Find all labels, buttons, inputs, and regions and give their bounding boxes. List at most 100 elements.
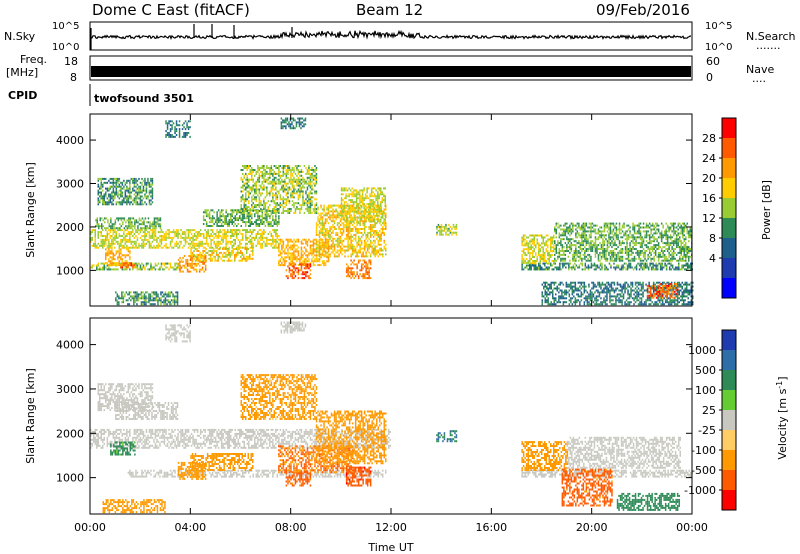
x-tick-label: 12:00 bbox=[375, 521, 407, 534]
velocity-panel: 00:00 04:00 08:00 12:00 16:00 20:00 00:00 1000 2… bbox=[24, 317, 708, 554]
data-band bbox=[436, 430, 458, 443]
nave-tick-bottom: 0 bbox=[706, 71, 713, 84]
colorbar-swatch bbox=[722, 350, 736, 371]
colorbar-swatch bbox=[722, 178, 736, 199]
data-band bbox=[285, 263, 312, 280]
data-band bbox=[521, 262, 693, 271]
nave-tick-top: 60 bbox=[706, 55, 720, 68]
colorbar-swatch bbox=[722, 118, 736, 139]
colorbar-tick-label: 4 bbox=[709, 252, 716, 265]
nsearch-label: N.Search bbox=[746, 30, 796, 43]
data-band bbox=[120, 262, 136, 269]
freq-unit-label: [MHz] bbox=[6, 66, 38, 79]
colorbar-tick-label: -100 bbox=[691, 444, 716, 457]
colorbar-tick-label: 8 bbox=[709, 232, 716, 245]
colorbar-swatch bbox=[722, 450, 736, 471]
data-band bbox=[190, 453, 254, 471]
colorbar-tick-label: 500 bbox=[695, 364, 716, 377]
data-band bbox=[97, 383, 154, 412]
colorbar-swatch bbox=[722, 430, 736, 451]
data-band bbox=[165, 324, 191, 343]
data-band bbox=[521, 234, 555, 264]
data-band bbox=[646, 283, 679, 299]
cpid-row: CPID twofsound 3501 bbox=[8, 84, 194, 106]
cpid-value: twofsound 3501 bbox=[94, 92, 194, 105]
plot-title: Dome C East (fitACF) bbox=[92, 1, 250, 19]
colorbar-tick-label: 16 bbox=[702, 192, 716, 205]
y-tick-label: 2000 bbox=[56, 427, 84, 440]
velocity-colorbar-title: Velocity bbox=[776, 416, 789, 460]
data-band bbox=[240, 374, 318, 420]
velocity-colorbar-label: Velocity [m s-1] bbox=[775, 376, 789, 459]
data-band bbox=[554, 222, 693, 262]
y-tick-label: 4000 bbox=[56, 134, 84, 147]
x-tick-label: 20:00 bbox=[576, 521, 608, 534]
freq-panel: Freq. [MHz] 18 8 60 0 Nave .... bbox=[6, 53, 774, 85]
freq-tick-bottom: 8 bbox=[70, 71, 77, 84]
x-tick-label: 04:00 bbox=[174, 521, 206, 534]
nsky-trace bbox=[90, 24, 692, 50]
data-band bbox=[340, 187, 386, 223]
y-tick-label: 3000 bbox=[56, 383, 84, 396]
data-band bbox=[110, 441, 136, 456]
y-tick-label: 3000 bbox=[56, 178, 84, 191]
colorbar-tick-label: 25 bbox=[702, 404, 716, 417]
data-band bbox=[95, 217, 162, 230]
colorbar-tick-label: -1000 bbox=[684, 484, 716, 497]
colorbar-swatch bbox=[722, 138, 736, 159]
colorbar-swatch bbox=[722, 370, 736, 391]
data-band bbox=[278, 445, 354, 474]
velocity-axes: 00:00 04:00 08:00 12:00 16:00 20:00 00:00 1000 2… bbox=[56, 318, 708, 534]
colorbar-swatch bbox=[722, 238, 736, 259]
data-band bbox=[90, 229, 280, 249]
nsky-panel: N.Sky 10^5 10^0 10^5 10^0 N.Search .....… bbox=[4, 21, 796, 53]
date-label: 09/Feb/2016 bbox=[596, 1, 690, 19]
colorbar-swatch bbox=[722, 278, 736, 299]
freq-label: Freq. bbox=[20, 53, 47, 66]
power-panel: 1000 2000 3000 4000 Slant Range [km] bbox=[24, 113, 694, 307]
velocity-data bbox=[90, 321, 693, 514]
velocity-colorbar-unit: [m s bbox=[776, 388, 789, 413]
beam-label: Beam 12 bbox=[356, 1, 423, 19]
data-band bbox=[315, 410, 387, 465]
colorbar-swatch bbox=[722, 470, 736, 491]
data-band bbox=[566, 436, 681, 469]
data-band bbox=[105, 248, 131, 267]
nsky-tick-top: 10^5 bbox=[52, 21, 79, 32]
velocity-colorbar: Velocity [m s-1] 1000 500 100 25 -25 -100 -500… bbox=[684, 329, 789, 511]
velocity-colorbar-unit-end: ] bbox=[776, 376, 789, 380]
colorbar-swatch bbox=[722, 390, 736, 411]
data-band bbox=[616, 492, 680, 511]
nsearch-marker: ....... bbox=[756, 39, 780, 52]
x-axis-label: Time UT bbox=[367, 541, 413, 554]
cpid-label: CPID bbox=[8, 89, 37, 102]
nsky-tick-bottom-right: 10^0 bbox=[705, 42, 732, 53]
colorbar-swatch bbox=[722, 218, 736, 239]
data-band bbox=[345, 466, 372, 487]
power-colorbar-label: Power [dB] bbox=[760, 180, 773, 240]
colorbar-swatch bbox=[722, 258, 736, 279]
nave-label: Nave bbox=[746, 63, 774, 76]
colorbar-tick-label: 1000 bbox=[688, 344, 716, 357]
x-tick-label: 16:00 bbox=[475, 521, 507, 534]
x-tick-label: 00:00 bbox=[74, 521, 106, 534]
data-band bbox=[345, 259, 372, 280]
data-band bbox=[285, 470, 312, 487]
y-tick-label: 1000 bbox=[56, 472, 84, 485]
x-tick-label: 00:00 bbox=[676, 521, 708, 534]
colorbar-swatch bbox=[722, 410, 736, 431]
data-band bbox=[90, 428, 391, 449]
data-band bbox=[165, 120, 191, 138]
power-ylabel: Slant Range [km] bbox=[24, 162, 37, 258]
colorbar-tick-label: 28 bbox=[702, 132, 716, 145]
data-band bbox=[280, 321, 307, 334]
colorbar-tick-label: 100 bbox=[695, 384, 716, 397]
colorbar-tick-label: -25 bbox=[698, 424, 716, 437]
freq-trace bbox=[91, 66, 691, 77]
power-axes: 1000 2000 3000 4000 bbox=[56, 114, 693, 306]
data-band bbox=[90, 262, 181, 271]
data-band bbox=[561, 468, 613, 507]
colorbar-swatch bbox=[722, 490, 736, 511]
velocity-colorbar-unit-exp: -1 bbox=[775, 381, 784, 389]
